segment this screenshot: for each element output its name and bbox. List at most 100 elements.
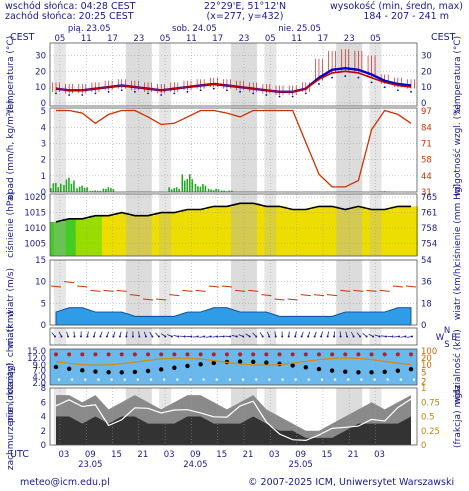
- cloud-top-dot: [106, 352, 111, 357]
- wind-arrow-head: [73, 335, 76, 338]
- winddir-legend-s: S: [444, 340, 449, 350]
- temp-min-dot: [331, 76, 334, 79]
- temp-min-dot: [357, 76, 360, 79]
- gust-mark: [221, 285, 232, 288]
- rain-bar: [228, 190, 231, 192]
- wind-arrow-head: [66, 335, 69, 338]
- pressure-fill: [246, 203, 261, 256]
- pressure-fill: [141, 215, 156, 256]
- gust-mark: [90, 289, 101, 292]
- cloud-low-dot: [228, 378, 232, 381]
- gust-mark: [235, 289, 246, 292]
- temp-tick-right: 0: [421, 99, 426, 109]
- panel-frame: [49, 193, 418, 257]
- temp-tick-left: 0: [41, 99, 46, 109]
- cloud-low-dot: [149, 378, 153, 381]
- pressure-fill: [378, 209, 392, 256]
- temp-tick-right: 20: [421, 67, 432, 77]
- cloud-top-dot: [330, 352, 335, 357]
- pressure-tick-right: 758: [421, 224, 437, 234]
- wind-arrow-head: [274, 335, 277, 338]
- temp-min-dot: [133, 90, 136, 93]
- winddir-legend-w: W: [436, 333, 445, 343]
- cloud-base-dot: [343, 369, 348, 374]
- temp-ylabel-right: temperatura (°C): [453, 36, 463, 113]
- pressure-tick-left: 1010: [24, 224, 46, 234]
- panel-frame: [49, 107, 418, 193]
- cloud-top-dot: [316, 352, 321, 357]
- pressure-fill: [391, 206, 405, 256]
- rain-bar: [178, 188, 180, 192]
- footer-copyright: © 2007-2025 ICM, Uniwersytet Warszawski: [248, 477, 455, 488]
- temp-min-dot: [318, 83, 320, 85]
- night-band: [336, 43, 363, 106]
- cloud-low-area: [56, 416, 411, 445]
- pressure-fill: [50, 221, 64, 256]
- wind-arrow-head: [313, 335, 316, 338]
- temp-min-dot: [304, 92, 307, 95]
- cloud-low-dot: [347, 378, 350, 381]
- cloud-base-dot: [66, 366, 72, 371]
- wind-tick-right: 18: [421, 299, 432, 309]
- pressure-tick-right: 754: [421, 240, 437, 250]
- timezone-right: CEST: [431, 32, 456, 43]
- wind-arrow-head: [242, 335, 245, 338]
- night-band: [53, 328, 66, 345]
- winddir-legend-n: N: [444, 326, 450, 336]
- temp-tick-right: 10: [421, 83, 432, 93]
- humidity-tick-right: 97: [421, 107, 432, 117]
- hour-label-top: 11: [291, 34, 302, 44]
- wind-tick-right: 0: [421, 321, 426, 331]
- rain-bar: [173, 188, 175, 192]
- cloud-base-dot: [251, 359, 256, 365]
- wind-arrow-head: [229, 335, 232, 338]
- pressure-ylabel-left: ciśnienie (hPa): [5, 192, 16, 258]
- hour-label-bottom: 21: [243, 450, 254, 460]
- pressure-fill: [272, 206, 287, 256]
- rain-bar: [186, 179, 189, 192]
- temp-min-dot: [278, 95, 281, 98]
- cloud-top-dot: [277, 352, 282, 357]
- humidity-tick-right: 58: [421, 156, 432, 166]
- wind-arrow-head: [372, 335, 375, 338]
- wind-arrow-head: [385, 335, 388, 338]
- cloud-top-dot: [382, 352, 387, 357]
- wind-ylabel-right: wiatr (km/h): [453, 265, 463, 320]
- cloudiness-tick-left: 0: [41, 441, 46, 451]
- rain-bar: [94, 190, 97, 192]
- cloud-low-dot: [320, 378, 324, 381]
- hour-label-bottom: 09: [190, 450, 201, 460]
- cloud-top-dot: [395, 352, 400, 357]
- wind-arrow-head: [54, 335, 56, 338]
- cloud-top-dot: [172, 352, 177, 357]
- night-band: [369, 328, 382, 345]
- cloud-base-dot: [356, 370, 361, 375]
- hour-label-top: 17: [317, 34, 328, 44]
- hour-label-bottom: 21: [137, 450, 148, 460]
- rain-bar: [86, 187, 88, 192]
- rain-bar: [191, 179, 194, 192]
- night-band: [264, 328, 277, 345]
- visibility-tick-right: 10: [421, 361, 432, 371]
- wind-tick-left: 15: [35, 256, 46, 266]
- wind-arrow-head: [398, 335, 401, 338]
- hour-label-bottom: 09: [295, 450, 306, 460]
- rain-bar: [168, 187, 170, 192]
- gust-mark: [405, 285, 417, 288]
- rain-bar: [210, 189, 212, 192]
- cloud-top-dot: [119, 352, 124, 357]
- rain-bar: [70, 183, 73, 192]
- cloud-base-dot: [316, 366, 322, 372]
- pressure-fill: [88, 215, 103, 256]
- footer-email[interactable]: meteo@icm.edu.pl: [20, 477, 110, 488]
- cloud-top-dot: [251, 352, 256, 357]
- fog-tick-right: 0.5: [421, 413, 435, 423]
- hour-label-top: 23: [344, 34, 355, 44]
- hour-label-bottom: 15: [111, 450, 122, 460]
- rain-bar: [102, 188, 105, 192]
- rain-bar: [217, 189, 220, 192]
- wind-arrow-head: [268, 335, 271, 338]
- night-band: [369, 260, 382, 325]
- cloud-top-dot: [343, 352, 348, 357]
- cloud-base-dot: [303, 365, 309, 370]
